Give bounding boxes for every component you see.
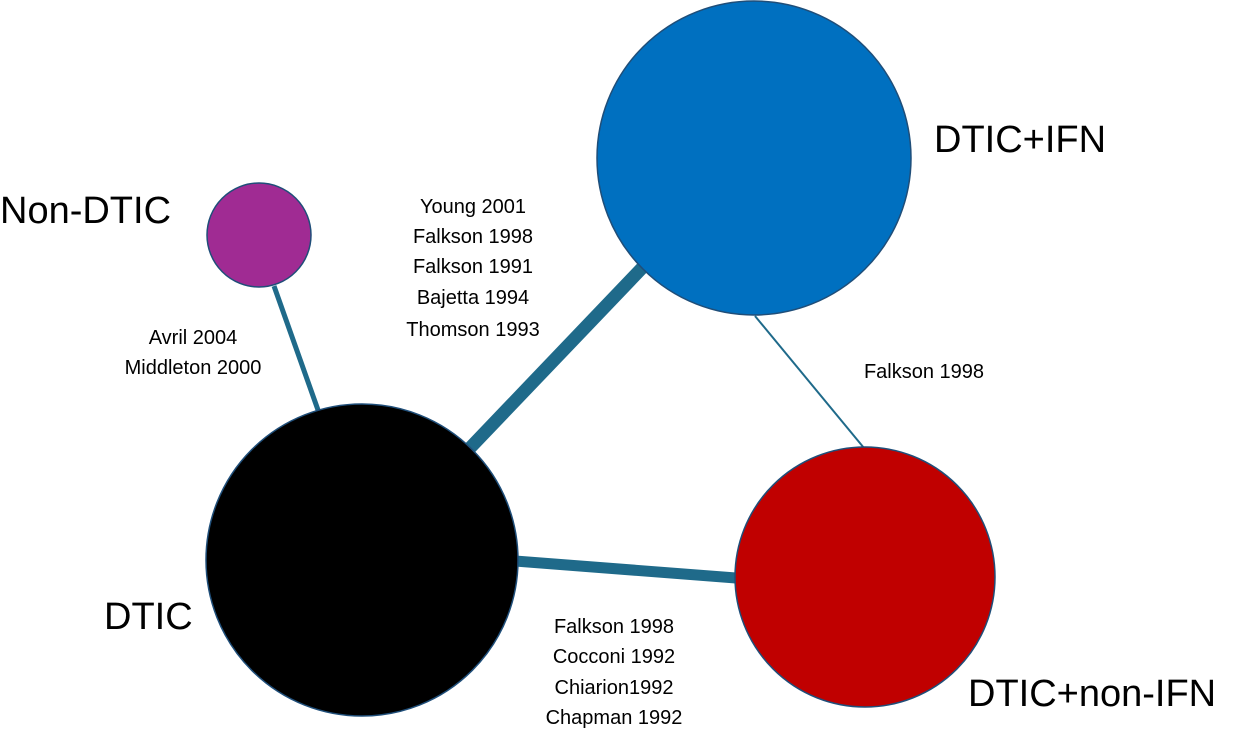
node-dtic-non-ifn: [734, 446, 996, 708]
edge-dtic-ifn-dtic-non-ifn: [754, 315, 865, 449]
node-non-dtic: [206, 182, 312, 288]
study-label: Cocconi 1992: [553, 646, 675, 668]
node-dtic: [205, 403, 519, 717]
study-label: Bajetta 1994: [417, 287, 529, 309]
edge-non-dtic-dtic: [271, 285, 321, 411]
study-label: Falkson 1991: [413, 256, 533, 278]
label-non-dtic: Non-DTIC: [0, 190, 171, 232]
study-label: Chiarion1992: [555, 677, 674, 699]
study-label: Falkson 1998: [554, 616, 674, 638]
study-label: Thomson 1993: [406, 319, 539, 341]
node-dtic-ifn: [596, 0, 912, 316]
study-label: Falkson 1998: [864, 361, 984, 383]
label-dtic-ifn: DTIC+IFN: [934, 119, 1106, 161]
label-dtic-non-ifn: DTIC+non-IFN: [968, 673, 1216, 715]
edge-dtic-dtic-non-ifn: [514, 555, 737, 584]
study-label: Chapman 1992: [546, 707, 683, 729]
study-label: Falkson 1998: [413, 226, 533, 248]
label-dtic: DTIC: [104, 596, 193, 638]
study-label: Avril 2004: [149, 327, 238, 349]
study-label: Middleton 2000: [125, 357, 262, 379]
edge-dtic-dtic-ifn: [465, 263, 647, 453]
study-label: Young 2001: [420, 196, 526, 218]
